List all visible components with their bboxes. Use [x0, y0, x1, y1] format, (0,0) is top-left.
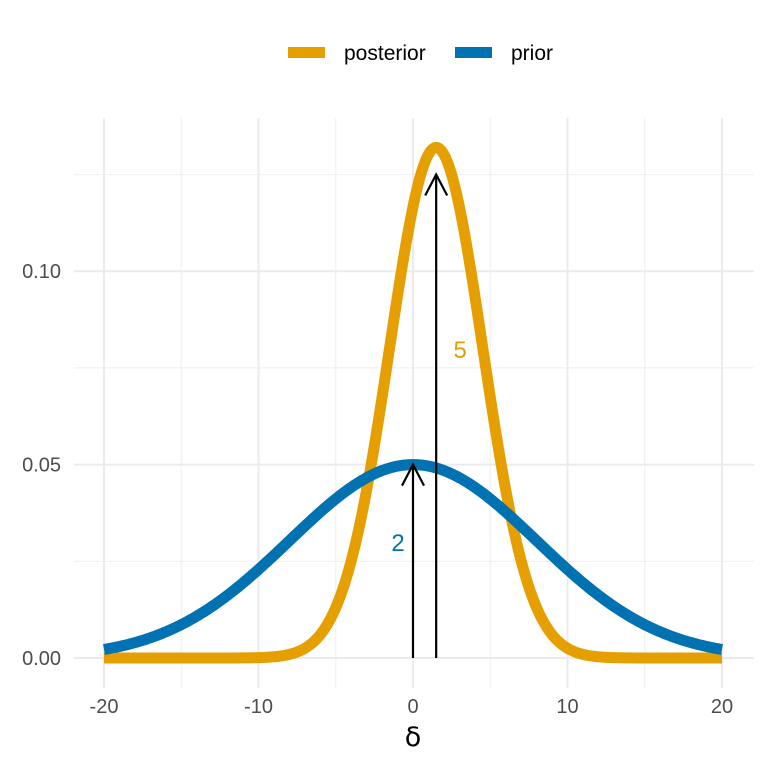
- legend-label-posterior: posterior: [344, 42, 426, 65]
- annotation-label-5: 5: [453, 337, 466, 364]
- x-tick-label: 10: [556, 696, 578, 718]
- legend-key-posterior: [288, 47, 325, 58]
- x-tick-label: -20: [90, 696, 119, 718]
- arrow-head-5: [424, 172, 449, 197]
- x-axis-title: δ: [405, 722, 422, 753]
- tick-labels: -20 -10 0 10 20 0.00 0.05 0.10: [22, 261, 733, 718]
- arrow-head-2: [401, 462, 425, 487]
- legend-key-prior: [455, 47, 492, 58]
- x-tick-label: 0: [407, 696, 418, 718]
- x-tick-label: -10: [244, 696, 273, 718]
- legend: posterior prior: [288, 42, 553, 65]
- legend-label-prior: prior: [511, 42, 553, 65]
- x-tick-label: 20: [711, 696, 733, 718]
- annotation-label-2: 2: [391, 530, 404, 557]
- y-tick-label: 0.00: [22, 648, 61, 670]
- arrows: [401, 172, 449, 658]
- y-tick-label: 0.10: [22, 261, 61, 283]
- annotation-labels: 25: [391, 337, 467, 557]
- y-tick-label: 0.05: [22, 455, 61, 477]
- series-line-posterior: [100, 141, 726, 664]
